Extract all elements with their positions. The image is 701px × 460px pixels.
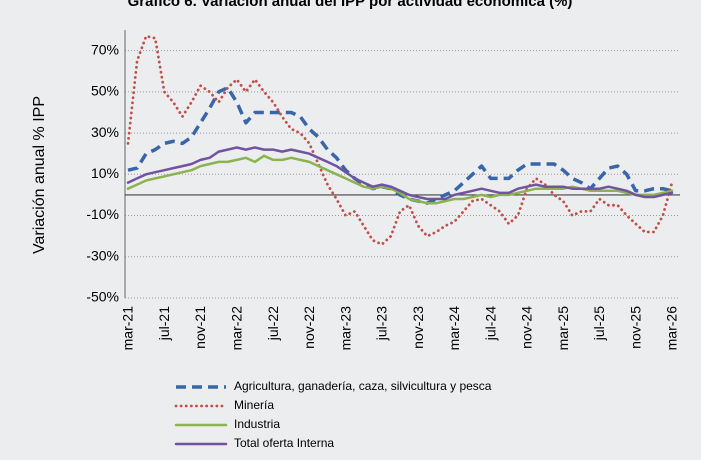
series-line <box>127 85 673 205</box>
x-tick-label: mar-21 <box>120 306 136 351</box>
x-tick-label: nov-21 <box>192 306 208 349</box>
x-tick-label: nov-23 <box>410 306 426 349</box>
legend-label: Agricultura, ganadería, caza, silvicultu… <box>234 379 492 393</box>
legend-label: Industria <box>234 417 280 431</box>
x-tick-label: nov-25 <box>627 306 643 349</box>
x-tick-label: nov-24 <box>519 306 535 349</box>
x-tick-label: jul-23 <box>374 306 390 341</box>
y-tick-label: -50% <box>86 289 119 305</box>
x-tick-label: nov-22 <box>301 306 317 349</box>
y-tick-label: -10% <box>86 206 119 222</box>
y-tick-label: 30% <box>91 124 119 140</box>
x-tick-label: mar-24 <box>446 306 462 351</box>
x-tick-label: jul-24 <box>482 306 498 341</box>
x-tick-label: mar-23 <box>337 306 353 351</box>
x-tick-label: jul-21 <box>156 306 172 341</box>
y-tick-label: 70% <box>91 41 119 57</box>
legend-label: Total oferta Interna <box>234 436 334 450</box>
x-tick-label: mar-26 <box>664 306 680 351</box>
series-line <box>126 146 674 201</box>
legend-label: Minería <box>234 398 274 412</box>
x-tick-label: mar-22 <box>229 306 245 351</box>
y-tick-label: -30% <box>86 247 119 263</box>
y-tick-label: 50% <box>91 83 119 99</box>
x-tick-label: mar-25 <box>555 306 571 351</box>
x-tick-label: jul-25 <box>591 306 607 341</box>
y-axis-label: Variación anual % IPP <box>31 96 48 254</box>
x-tick-label: jul-22 <box>265 306 281 341</box>
y-tick-label: 10% <box>91 165 119 181</box>
series-line <box>126 34 674 246</box>
chart-title: Gráfico 6. Variación anual del IPP por a… <box>128 0 573 10</box>
